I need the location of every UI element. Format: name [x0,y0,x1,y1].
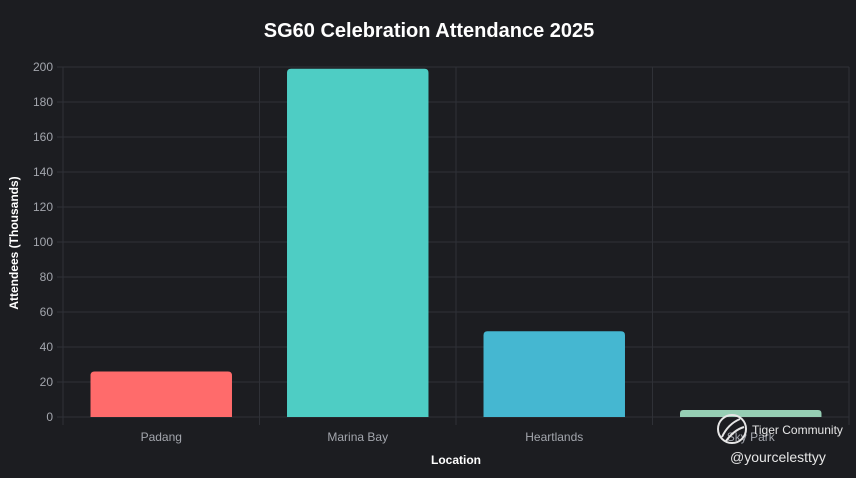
y-tick-label: 80 [40,270,54,284]
y-tick-label: 200 [33,60,53,74]
y-tick-label: 60 [40,305,54,319]
chart-title: SG60 Celebration Attendance 2025 [264,20,595,42]
x-tick-label: Heartlands [525,430,583,444]
x-tick-label: Marina Bay [327,430,388,444]
watermark: Tiger Community @yourcelesttyy [717,414,843,465]
x-tick-label: Padang [141,430,182,444]
y-axis-ticks: 0 20 40 60 80 100 120 140 160 180 200 [33,60,53,424]
bars [90,68,822,417]
y-axis-title: Attendees (Thousands) [7,176,21,309]
y-tick-label: 160 [33,130,53,144]
bar-marina-bay [287,68,429,417]
bar-padang [90,371,232,417]
y-tick-label: 180 [33,95,53,109]
y-tick-label: 140 [33,165,53,179]
watermark-community: Tiger Community [752,423,843,437]
y-tick-label: 120 [33,200,53,214]
y-tick-label: 20 [40,375,54,389]
tiger-logo-icon [717,414,747,444]
bar-sky-park [680,410,822,417]
x-axis-title: Location [431,453,481,467]
y-tick-label: 0 [46,410,53,424]
bar-heartlands [483,331,625,417]
y-tick-label: 100 [33,235,53,249]
watermark-handle: @yourcelesttyy [730,449,826,465]
y-tick-label: 40 [40,340,54,354]
